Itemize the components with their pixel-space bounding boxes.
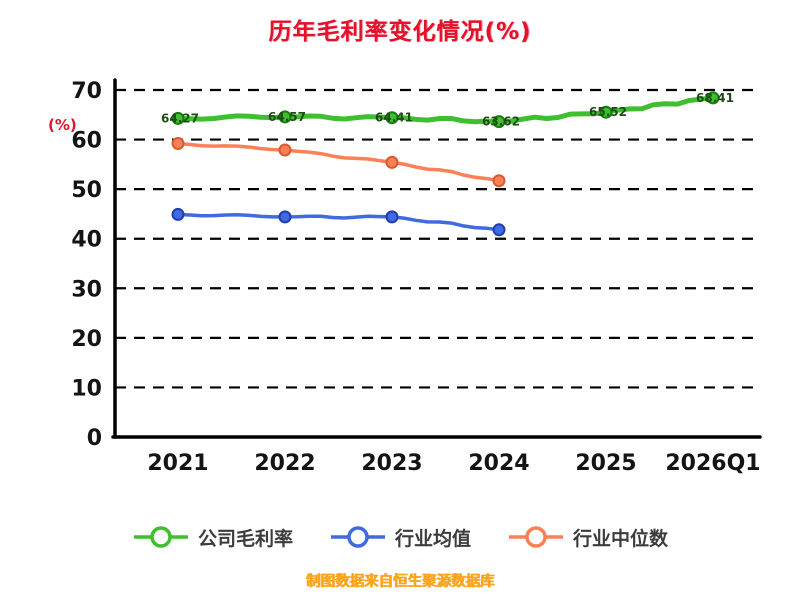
legend-label: 公司毛利率 xyxy=(197,527,293,550)
legend-line-marker-icon xyxy=(509,526,563,548)
svg-text:2025: 2025 xyxy=(575,451,636,476)
svg-text:68.41: 68.41 xyxy=(696,91,734,105)
legend-label: 行业中位数 xyxy=(573,527,669,550)
svg-text:64.41: 64.41 xyxy=(375,111,413,125)
svg-text:0: 0 xyxy=(87,426,102,451)
legend-item-industry-median: 行业中位数 xyxy=(507,524,668,551)
svg-text:20: 20 xyxy=(71,327,102,352)
svg-text:40: 40 xyxy=(71,228,102,253)
legend-item-industry-average: 行业均值 xyxy=(329,524,471,551)
svg-text:70: 70 xyxy=(71,79,102,104)
svg-text:60: 60 xyxy=(71,129,102,154)
data-source-note: 制图数据来自恒生聚源数据库 xyxy=(305,574,495,590)
chart-title: 历年毛利率变化情况(%) xyxy=(268,19,532,45)
svg-text:2021: 2021 xyxy=(147,451,208,476)
legend: 公司毛利率 行业均值 行业中位数 xyxy=(0,515,800,559)
svg-text:50: 50 xyxy=(71,178,102,203)
svg-text:63.62: 63.62 xyxy=(482,115,520,129)
legend-line-marker-icon xyxy=(330,526,385,548)
legend-item-company-margin: 公司毛利率 xyxy=(132,524,293,551)
svg-text:64.57: 64.57 xyxy=(268,110,306,124)
svg-text:65.52: 65.52 xyxy=(589,105,627,119)
y-axis-label: (%) xyxy=(48,116,77,134)
svg-text:2023: 2023 xyxy=(361,451,422,476)
svg-text:2026Q1: 2026Q1 xyxy=(665,451,760,476)
svg-text:2022: 2022 xyxy=(254,451,315,476)
legend-line-marker-icon xyxy=(133,526,188,548)
svg-text:2024: 2024 xyxy=(468,451,529,476)
svg-text:30: 30 xyxy=(71,277,102,302)
legend-label: 行业均值 xyxy=(394,527,471,550)
svg-text:10: 10 xyxy=(71,376,102,401)
svg-text:64.27: 64.27 xyxy=(161,111,199,125)
